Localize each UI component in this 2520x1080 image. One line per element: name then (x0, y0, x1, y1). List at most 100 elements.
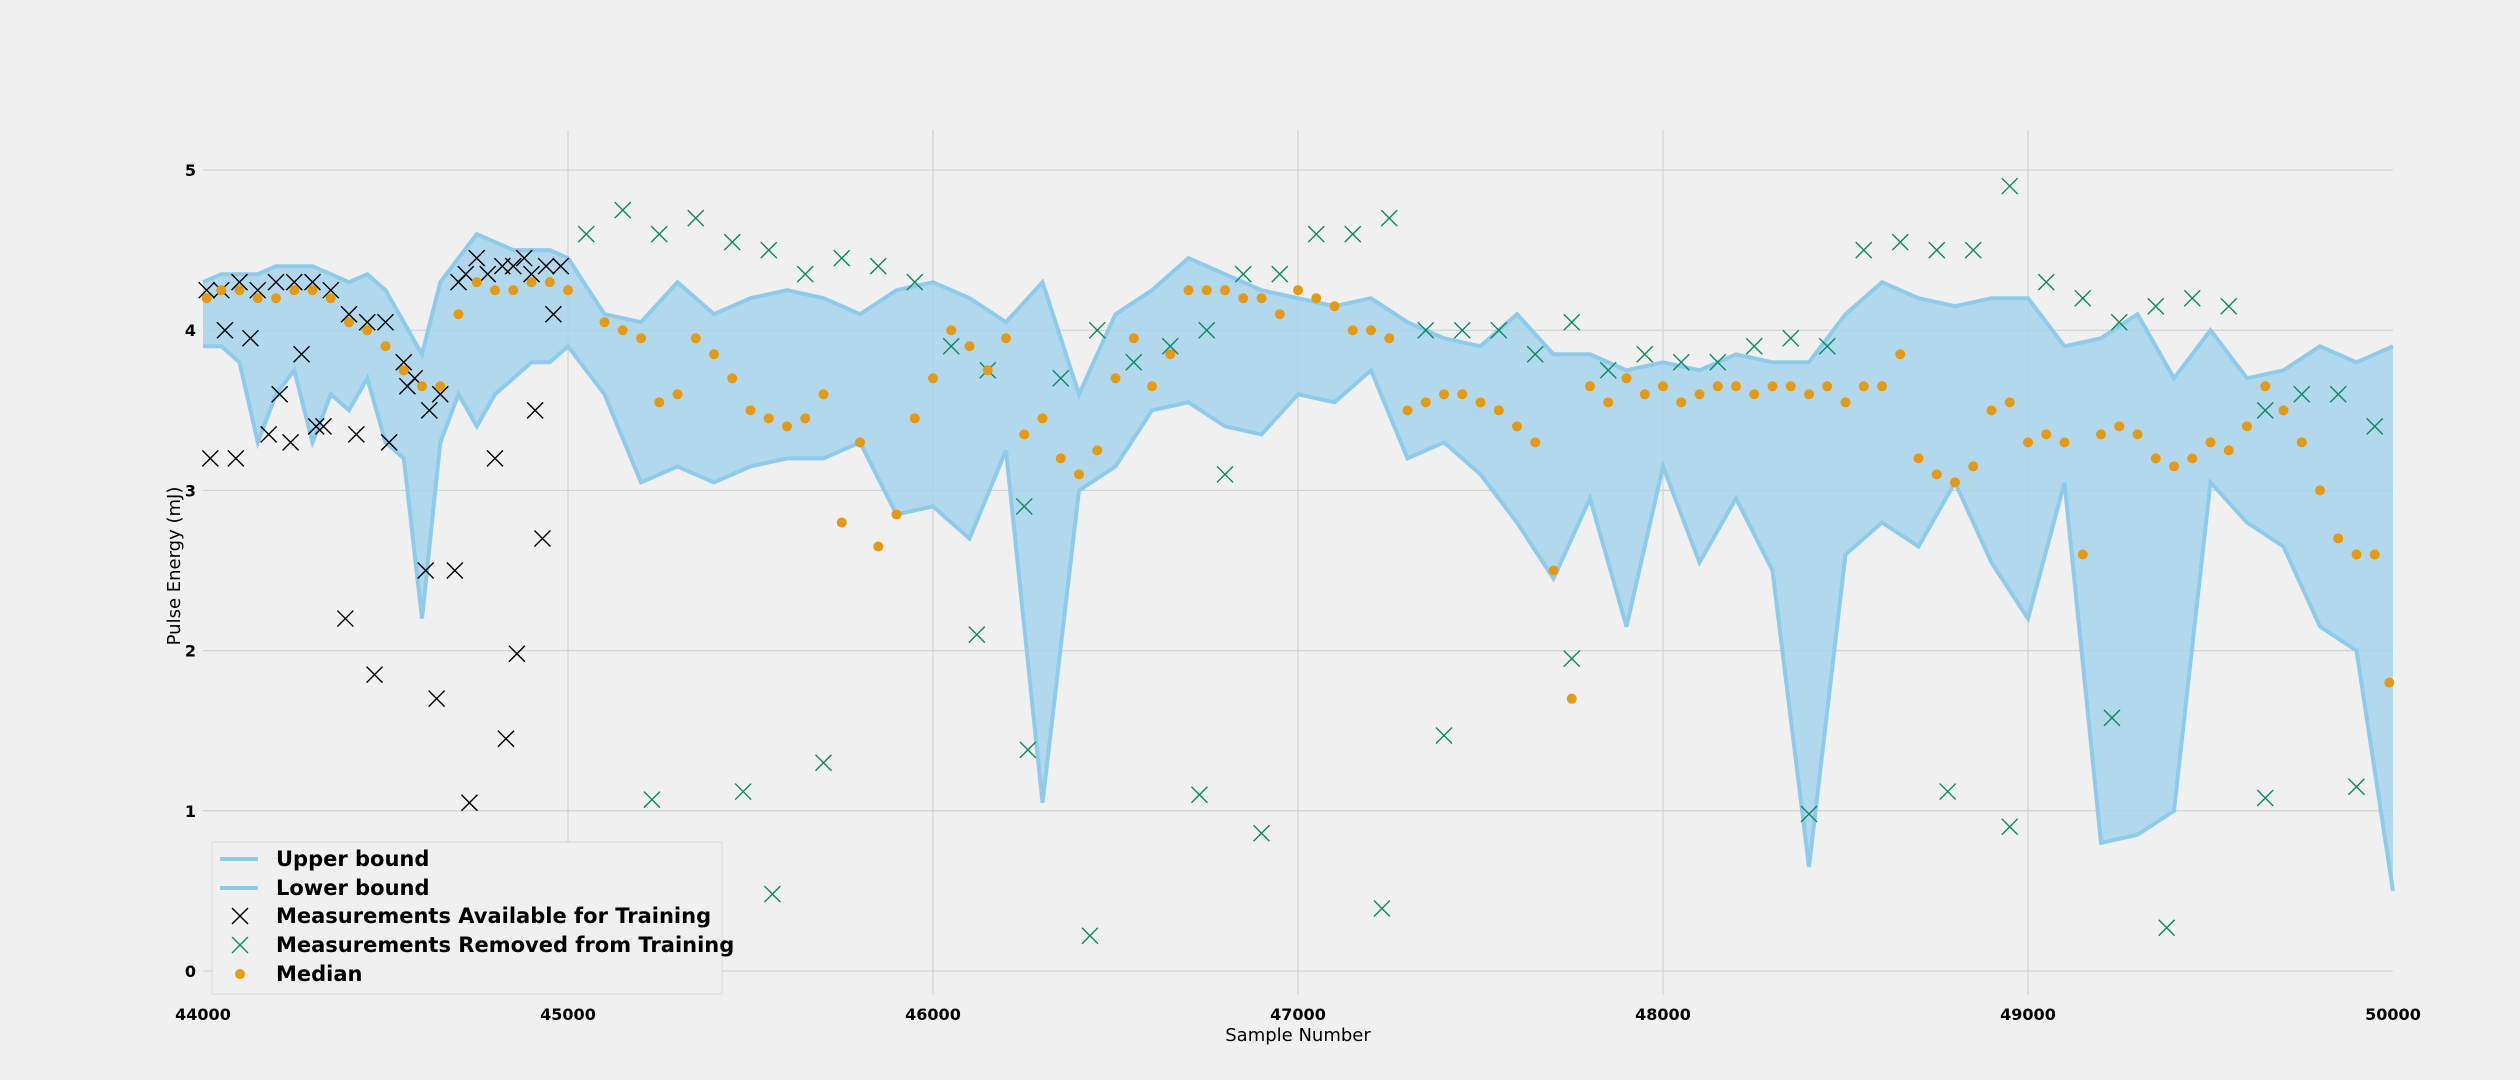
available-marker (428, 690, 446, 708)
median-point (2384, 677, 2395, 688)
available-marker (377, 313, 394, 331)
removed-marker (2348, 778, 2365, 796)
median-point (1731, 381, 1741, 392)
available-marker (260, 425, 278, 443)
median-point (1895, 349, 1906, 360)
removed-marker (2074, 289, 2092, 307)
y-tick-label: 0 (185, 962, 196, 981)
median-point (1950, 477, 1960, 488)
legend-item-available: Measurements Available for Training (231, 904, 711, 928)
removed-marker (577, 225, 595, 243)
removed-marker (643, 791, 661, 809)
median-point (1347, 325, 1358, 336)
available-marker (497, 730, 515, 748)
removed-marker (1818, 337, 1836, 355)
median-point (1858, 381, 1869, 392)
removed-marker (1307, 225, 1325, 243)
legend-label-upper-bound: Upper bound (276, 847, 429, 871)
median-point (2187, 453, 2198, 464)
median-point (891, 509, 902, 520)
available-marker (304, 273, 321, 291)
legend-swatch-median-dot (235, 969, 245, 979)
median-point (1767, 381, 1778, 392)
median-point (471, 277, 482, 288)
removed-marker (1125, 353, 1143, 371)
available-marker (282, 433, 300, 451)
removed-marker (1088, 321, 1106, 339)
median-point (1256, 293, 1267, 304)
median-point (1986, 405, 1997, 416)
available-marker (417, 562, 435, 580)
removed-marker (1599, 361, 1617, 379)
removed-marker (1373, 900, 1391, 917)
y-tick-label: 1 (185, 802, 196, 821)
median-point (271, 293, 281, 304)
available-marker (340, 305, 358, 323)
median-point (2169, 461, 2179, 472)
median-point (836, 517, 847, 528)
legend-item-removed: Measurements Removed from Training (231, 933, 734, 957)
median-point (2278, 405, 2289, 416)
removed-marker (1709, 353, 1727, 371)
median-point (2223, 445, 2234, 456)
median-point (1329, 301, 1340, 312)
removed-marker (1563, 650, 1581, 668)
median-point (2004, 397, 2015, 408)
removed-marker (1015, 497, 1033, 515)
available-marker (398, 377, 416, 395)
removed-marker (2110, 313, 2128, 331)
median-point (1001, 333, 1011, 344)
median-point (1658, 381, 1668, 392)
removed-marker (1891, 233, 1909, 251)
removed-marker (2037, 273, 2055, 291)
available-marker (523, 265, 540, 283)
median-point (1785, 381, 1796, 392)
available-marker (537, 257, 555, 275)
median-point (544, 277, 555, 288)
x-tick-label: 49000 (2000, 1005, 2056, 1024)
removed-marker (815, 754, 832, 772)
median-point (1931, 469, 1942, 480)
median-point (1055, 453, 1066, 464)
removed-marker (2183, 289, 2201, 307)
median-point (1968, 461, 1979, 472)
available-marker (515, 249, 533, 267)
available-marker (271, 385, 289, 403)
median-point (2114, 421, 2125, 432)
legend-swatch-removed-x (231, 936, 249, 954)
removed-marker (2220, 297, 2238, 315)
median-point (1749, 389, 1760, 400)
legend-item-lower-bound: Lower bound (220, 876, 430, 900)
removed-marker (723, 233, 741, 251)
median-point (672, 389, 683, 400)
available-marker (508, 645, 526, 663)
median-point (709, 349, 719, 360)
x-tick-label: 46000 (905, 1005, 961, 1024)
available-marker (420, 401, 438, 419)
removed-marker (869, 257, 887, 275)
x-tick-label: 48000 (1635, 1005, 1691, 1024)
median-point (1621, 373, 1632, 384)
median-point (2205, 437, 2216, 448)
median-point (782, 421, 792, 432)
median-point (873, 541, 884, 552)
median-point (617, 325, 628, 336)
median-point (508, 285, 519, 296)
median-point (946, 325, 957, 336)
median-point (1676, 397, 1687, 408)
removed-marker (833, 249, 851, 267)
median-point (1110, 373, 1121, 384)
removed-marker (1435, 727, 1453, 744)
removed-marker (1417, 321, 1435, 339)
removed-marker (2366, 417, 2384, 435)
median-point (2296, 437, 2307, 448)
removed-marker (1563, 313, 1581, 331)
available-marker (552, 257, 570, 275)
available-marker (314, 417, 332, 435)
median-point (909, 413, 920, 424)
median-point (964, 341, 975, 352)
median-point (636, 333, 646, 344)
available-marker (241, 329, 259, 347)
median-point (289, 285, 300, 296)
